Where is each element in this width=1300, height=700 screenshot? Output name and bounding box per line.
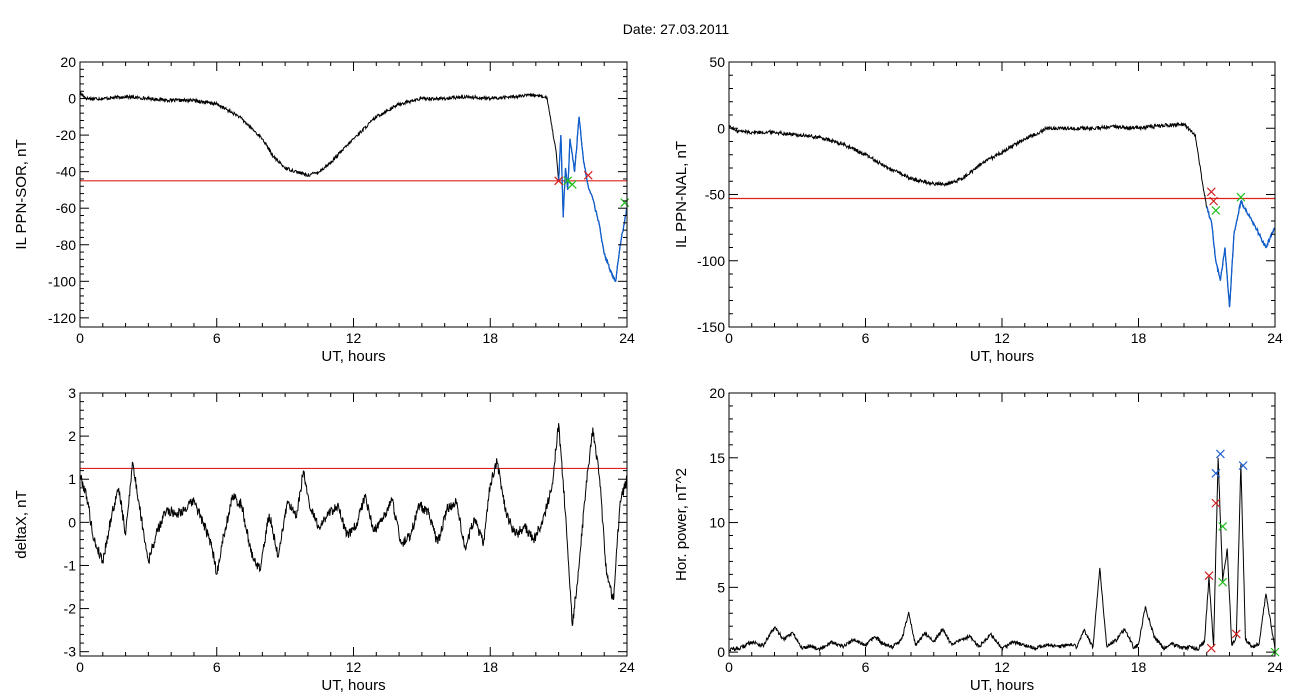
event-marker [1209,196,1218,206]
event-marker [620,198,630,208]
x-tick-label: 0 [725,330,733,346]
event-marker [1211,468,1221,478]
x-tick-label: 6 [862,659,870,675]
x-tick-label: 12 [994,659,1010,675]
event-marker [1231,629,1241,639]
series-line [728,457,1276,653]
event-marker [1215,449,1225,459]
x-tick-label: 0 [76,659,84,675]
event-marker [554,176,564,186]
y-tick-label: 0 [717,644,725,660]
x-tick-label: 24 [619,659,635,675]
y-tick-label: 1 [68,471,76,487]
y-tick-label: -80 [56,237,76,253]
y-axis-label: deltaX, nT [13,490,30,558]
y-tick-label: 10 [709,515,725,531]
y-axis-label: IL PPN-SOR, nT [13,139,30,249]
panel-il-nal: 0 6 12 18 24 50 0 -50 -100 -150 UT, hours IL PPN-NA… [673,54,1283,365]
event-marker [1218,522,1228,531]
event-marker [1238,461,1248,470]
y-tick-label: 50 [709,54,725,70]
panel-deltax: 0 6 12 18 24 3 2 1 0 -1 -2 -3 UT, hours deltaX, nT [13,385,635,694]
x-tick-label: 18 [482,659,498,675]
x-tick-label: 6 [862,330,870,346]
series-line [79,90,628,282]
x-tick-label: 18 [482,330,498,346]
y-tick-label: 0 [68,91,76,107]
x-tick-label: 6 [213,659,221,675]
y-tick-label: 3 [68,385,76,401]
panel-hor-power: 0 6 12 18 24 20 15 10 5 0 UT, hours Hor. power, nT^… [673,385,1283,694]
x-tick-label: 6 [213,330,221,346]
event-marker [583,170,593,180]
y-tick-label: -100 [697,253,725,269]
x-tick-label: 18 [1131,659,1147,675]
series-line [728,121,1276,308]
event-marker [1204,571,1214,581]
x-axis-label: UT, hours [321,677,385,694]
highlight-segment [557,116,628,283]
y-tick-label: -50 [705,187,725,203]
highlight-segment [1206,199,1276,308]
y-tick-label: 20 [709,385,725,401]
y-tick-label: 5 [717,579,725,595]
x-tick-label: 12 [994,330,1010,346]
y-tick-label: -1 [64,557,77,573]
y-tick-label: -120 [48,310,76,326]
y-axis-label: Hor. power, nT^2 [673,468,690,581]
x-tick-label: 0 [76,330,84,346]
x-tick-label: 12 [346,330,362,346]
x-tick-label: 12 [346,659,362,675]
y-tick-label: -20 [56,127,76,143]
series-line [79,423,628,626]
y-tick-label: -60 [56,200,76,216]
event-marker [1206,187,1216,197]
y-tick-label: 0 [68,514,76,530]
y-tick-label: 0 [717,120,725,136]
plot-frame [728,392,1276,657]
x-axis-label: UT, hours [321,348,385,365]
event-marker [1206,643,1216,653]
x-tick-label: 24 [1267,659,1283,675]
y-tick-label: -100 [48,273,76,289]
x-axis-label: UT, hours [970,348,1034,365]
y-tick-label: 15 [709,450,725,466]
event-marker [1218,577,1228,587]
y-tick-label: -3 [64,644,77,660]
panel-il-sor: 0 6 12 18 24 20 0 -20 -40 -60 -80 -100 -120 UT, hours… [13,54,635,365]
x-tick-label: 24 [619,330,635,346]
y-tick-label: -40 [56,164,76,180]
plot-frame [79,61,628,328]
y-tick-label: -2 [64,601,77,617]
event-marker [1211,205,1221,215]
figure-title: Date: 27.03.2011 [623,21,730,37]
x-axis-label: UT, hours [970,677,1034,694]
y-axis-label: IL PPN-NAL, nT [673,141,690,248]
event-marker [1236,192,1246,202]
x-tick-label: 0 [725,659,733,675]
event-marker [1211,498,1221,508]
event-marker [563,176,573,186]
plot-frame [79,392,628,657]
y-tick-label: -150 [697,319,725,335]
event-marker [567,180,577,189]
x-tick-label: 18 [1131,330,1147,346]
y-tick-label: 20 [60,54,76,70]
y-tick-label: 2 [68,428,76,444]
x-tick-label: 24 [1267,330,1283,346]
plot-frame [728,61,1276,328]
